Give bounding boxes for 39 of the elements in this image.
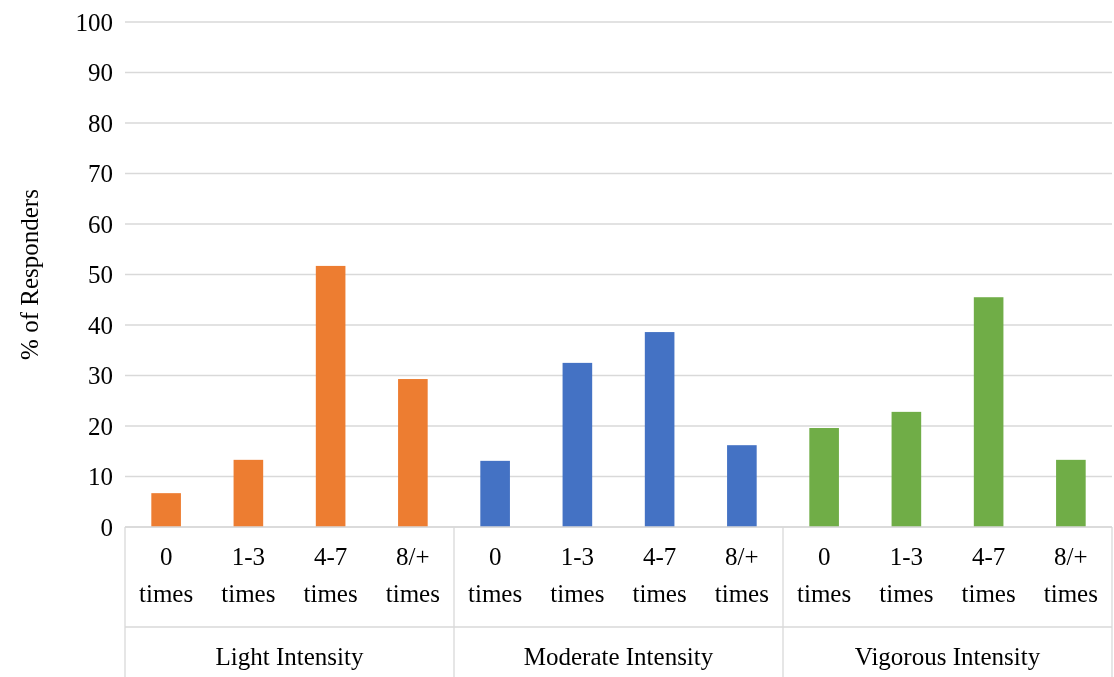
y-tick-label: 50 — [88, 261, 113, 289]
x-tick-label: 4-7 times — [961, 543, 1016, 607]
y-tick-label: 20 — [88, 412, 113, 440]
bar — [727, 445, 757, 527]
x-tick-label: 1-3 times — [879, 543, 934, 607]
y-tick-label: 90 — [88, 59, 113, 87]
y-tick-label: 40 — [88, 311, 113, 339]
y-tick-label: 80 — [88, 109, 113, 137]
bar — [809, 428, 839, 527]
x-tick-label: 0 times — [468, 543, 523, 607]
bar — [151, 493, 181, 527]
bar — [1056, 459, 1086, 527]
bar — [562, 362, 593, 527]
x-tick-label: 8/+ times — [385, 543, 440, 607]
text: Vigorous Intensity — [854, 643, 1041, 670]
y-tick-label: 100 — [75, 8, 113, 36]
x-tick-label: 1-3 times — [550, 543, 605, 607]
y-tick-label: 70 — [88, 160, 113, 188]
x-tick-label: 1-3 times — [221, 543, 276, 607]
y-tick-label: 0 — [100, 513, 113, 541]
bar — [233, 459, 264, 527]
x-tick-label: 4-7 times — [632, 543, 687, 607]
x-tick-label: 0 times — [139, 543, 194, 607]
x-tick-label: 8/+ times — [714, 543, 769, 607]
y-tick-label: 60 — [88, 210, 113, 238]
bar — [891, 411, 922, 527]
bar — [315, 265, 346, 527]
x-tick-label: 0 times — [797, 543, 852, 607]
bar — [973, 297, 1004, 527]
text: Moderate Intensity — [523, 643, 714, 670]
y-tick-label: 10 — [88, 463, 113, 491]
bar — [644, 332, 675, 527]
bar — [480, 460, 510, 527]
text: Light Intensity — [215, 643, 364, 670]
y-tick-label: 30 — [88, 362, 113, 390]
y-axis-title: % of Responders — [16, 189, 43, 360]
x-tick-label: 8/+ times — [1043, 543, 1098, 607]
x-tick-label: 4-7 times — [303, 543, 358, 607]
bar — [398, 379, 428, 527]
